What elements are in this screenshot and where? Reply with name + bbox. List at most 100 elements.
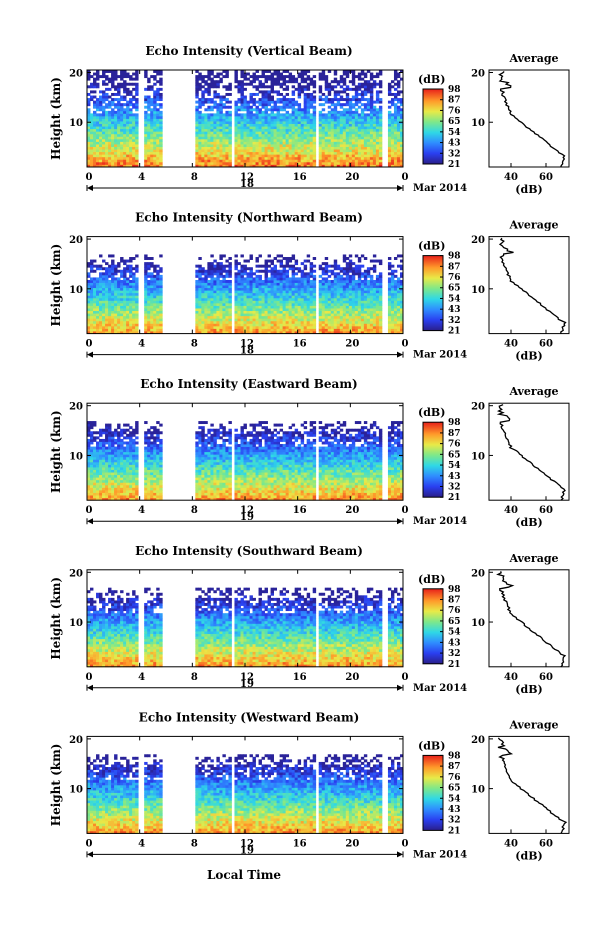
heatmap-cell: [135, 121, 139, 124]
heatmap-cell: [135, 98, 139, 102]
heatmap-cell: [348, 144, 353, 147]
heatmap-cell: [210, 323, 214, 327]
heatmap-cell: [324, 292, 329, 296]
heatmap-cell: [273, 105, 277, 109]
heatmap-cell: [249, 297, 253, 301]
heatmap-cell: [102, 282, 106, 286]
heatmap-cell: [222, 285, 226, 289]
heatmap-cell: [249, 315, 253, 319]
heatmap-cell: [102, 113, 106, 117]
heatmap-cell: [156, 305, 160, 309]
heatmap-cell: [261, 123, 265, 127]
heatmap-cell: [306, 318, 311, 322]
heatmap-cell: [306, 95, 311, 99]
heatmap-cell: [303, 118, 308, 122]
heatmap-cell: [129, 328, 133, 332]
heatmap-cell: [297, 149, 302, 153]
heatmap-cell: [129, 121, 133, 124]
heatmap-cell: [159, 274, 163, 278]
heatmap-cell: [159, 95, 163, 99]
heatmap-cell: [150, 300, 154, 304]
heatmap-cell: [399, 151, 404, 155]
heatmap-cell: [246, 149, 250, 153]
heatmap-cell: [207, 156, 211, 160]
heatmap-cell: [288, 331, 293, 334]
heatmap-cell: [207, 154, 211, 158]
heatmap-cell: [321, 308, 326, 312]
heatmap-cell: [300, 121, 305, 124]
heatmap-cell: [369, 323, 374, 327]
heatmap-cell: [132, 113, 136, 117]
heatmap-cell: [351, 297, 356, 301]
heatmap-cell: [339, 295, 344, 299]
heatmap-cell: [201, 133, 205, 137]
heatmap-cell: [216, 131, 220, 135]
heatmap-cell: [201, 75, 205, 79]
heatmap-cell: [207, 113, 211, 117]
heatmap-cell: [132, 257, 136, 260]
heatmap-cell: [363, 151, 368, 155]
heatmap-cell: [378, 126, 383, 130]
heatmap-cell: [129, 82, 133, 86]
heatmap-cell: [117, 110, 121, 114]
heatmap-cell: [243, 295, 247, 299]
heatmap-cell: [261, 113, 265, 117]
heatmap-cell: [300, 164, 305, 168]
heatmap-cell: [243, 126, 247, 130]
heatmap-cell: [306, 138, 311, 142]
heatmap-cell: [396, 121, 401, 124]
heatmap-cell: [336, 323, 341, 327]
heatmap-cell: [255, 320, 259, 324]
heatmap-cell: [93, 131, 97, 135]
heatmap-cell: [105, 151, 109, 155]
heatmap-cell: [309, 103, 314, 107]
heatmap-cell: [357, 302, 362, 306]
heatmap-cell: [147, 154, 151, 158]
heatmap-cell: [354, 328, 359, 332]
heatmap-cell: [330, 295, 335, 299]
heatmap-cell: [105, 103, 109, 107]
average-title: Average: [508, 52, 558, 65]
heatmap-cell: [129, 257, 133, 260]
heatmap-cell: [210, 264, 214, 268]
heatmap-cell: [336, 103, 341, 107]
heatmap-cell: [252, 92, 256, 96]
heatmap-cell: [93, 105, 97, 109]
heatmap-cell: [357, 113, 362, 117]
heatmap-cell: [237, 141, 241, 145]
heatmap-cell: [366, 272, 371, 276]
heatmap-cell: [114, 75, 118, 79]
heatmap-cell: [351, 164, 356, 168]
heatmap-cell: [357, 144, 362, 147]
heatmap-cell: [303, 285, 308, 289]
heatmap-cell: [153, 279, 157, 283]
heatmap-cell: [339, 113, 344, 117]
heatmap-cell: [348, 287, 353, 291]
heatmap-cell: [210, 331, 214, 334]
heatmap-cell: [225, 159, 229, 163]
heatmap-cell: [324, 151, 329, 155]
heatmap-cell: [327, 156, 332, 160]
heatmap-cell: [255, 128, 259, 132]
heatmap-cell: [261, 287, 265, 291]
heatmap-cell: [345, 151, 350, 155]
heatmap-cell: [96, 325, 100, 329]
heatmap-cell: [228, 92, 232, 96]
heatmap-cell: [309, 133, 314, 137]
heatmap-cell: [153, 305, 157, 309]
heatmap-cell: [348, 159, 353, 163]
heatmap-cell: [207, 90, 211, 94]
heatmap-cell: [150, 292, 154, 296]
heatmap-cell: [234, 141, 238, 145]
heatmap-cell: [291, 267, 296, 271]
heatmap-cell: [207, 313, 211, 317]
heatmap-cell: [369, 315, 374, 319]
heatmap-cell: [258, 110, 262, 114]
heatmap-cell: [237, 156, 241, 160]
heatmap-cell: [327, 131, 332, 135]
heatmap-cell: [303, 85, 308, 89]
heatmap-cell: [342, 272, 347, 276]
heatmap-cell: [147, 77, 151, 81]
heatmap-cell: [369, 72, 374, 76]
heatmap-cell: [93, 297, 97, 301]
